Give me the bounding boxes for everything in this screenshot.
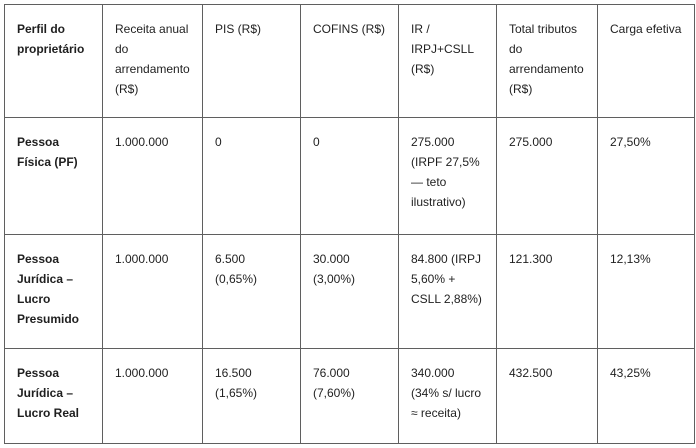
cell-ir: 275.000 (IRPF 27,5% — teto ilustrativo) <box>398 117 497 235</box>
header-perfil: Perfil do proprietário <box>4 4 103 118</box>
header-receita: Receita anual do arrendamento (R$) <box>102 4 203 118</box>
cell-total: 121.300 <box>496 234 598 349</box>
cell-pis: 6.500 (0,65%) <box>202 234 301 349</box>
cell-carga: 27,50% <box>597 117 695 235</box>
tax-comparison-table: Perfil do proprietário Receita anual do … <box>4 4 695 444</box>
cell-pis: 16.500 (1,65%) <box>202 348 301 444</box>
cell-receita: 1.000.000 <box>102 234 203 349</box>
table-row: Pessoa Jurídica – Lucro Real 1.000.000 1… <box>4 348 695 444</box>
row-label-pj-presumido: Pessoa Jurídica – Lucro Presumido <box>4 234 103 349</box>
header-pis: PIS (R$) <box>202 4 301 118</box>
cell-cofins: 0 <box>300 117 399 235</box>
cell-cofins: 76.000 (7,60%) <box>300 348 399 444</box>
header-cofins: COFINS (R$) <box>300 4 399 118</box>
table-row: Pessoa Física (PF) 1.000.000 0 0 275.000… <box>4 117 695 235</box>
row-label-pf: Pessoa Física (PF) <box>4 117 103 235</box>
cell-ir: 340.000 (34% s/ lucro ≈ receita) <box>398 348 497 444</box>
cell-receita: 1.000.000 <box>102 117 203 235</box>
table-row: Pessoa Jurídica – Lucro Presumido 1.000.… <box>4 234 695 349</box>
header-ir: IR / IRPJ+CSLL (R$) <box>398 4 497 118</box>
cell-cofins: 30.000 (3,00%) <box>300 234 399 349</box>
cell-total: 275.000 <box>496 117 598 235</box>
header-carga: Carga efetiva <box>597 4 695 118</box>
cell-carga: 43,25% <box>597 348 695 444</box>
cell-ir: 84.800 (IRPJ 5,60% + CSLL 2,88%) <box>398 234 497 349</box>
cell-receita: 1.000.000 <box>102 348 203 444</box>
cell-carga: 12,13% <box>597 234 695 349</box>
table-header-row: Perfil do proprietário Receita anual do … <box>4 4 695 118</box>
cell-total: 432.500 <box>496 348 598 444</box>
row-label-pj-real: Pessoa Jurídica – Lucro Real <box>4 348 103 444</box>
header-total: Total tributos do arrendamento (R$) <box>496 4 598 118</box>
cell-pis: 0 <box>202 117 301 235</box>
